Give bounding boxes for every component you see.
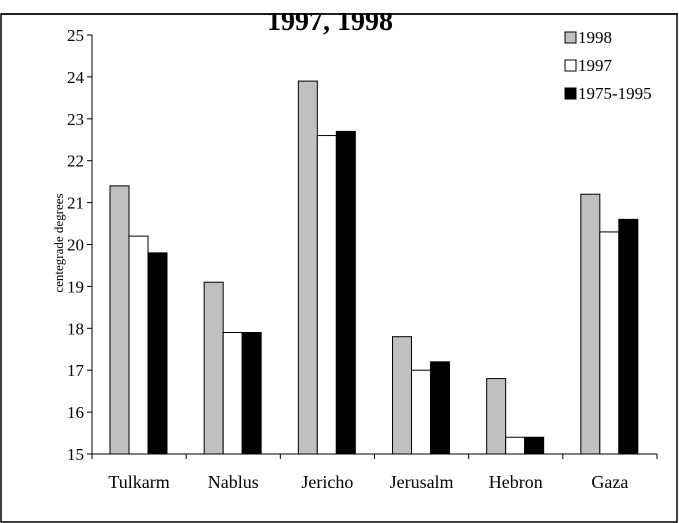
bar-hebron-1975-1995 — [524, 436, 545, 455]
bar-nablus-1998 — [203, 281, 224, 455]
axes: 15 16 17 18 19 20 21 22 23 24 25 — [67, 26, 658, 464]
bar-tulkarm-1998 — [109, 185, 130, 455]
legend-swatch — [564, 87, 577, 100]
bar-gaza-1997 — [599, 231, 620, 455]
bar-nablus-1975-1995 — [241, 331, 262, 455]
legend-swatch — [564, 31, 577, 44]
bar-jericho-1998 — [297, 80, 318, 455]
bar-hebron-1997 — [505, 436, 526, 455]
legend-label: 1975-1995 — [578, 84, 652, 103]
x-tick-label: Nablus — [208, 472, 259, 492]
y-axis-label: centegrade degrees — [51, 193, 66, 292]
x-tick-label: Tulkarm — [108, 472, 169, 492]
legend: 1998 1997 1975-1995 — [564, 28, 652, 103]
y-tick-label: 18 — [67, 319, 84, 338]
bar-jericho-1997 — [316, 135, 337, 455]
y-tick-label: 16 — [67, 403, 84, 422]
legend-label: 1998 — [578, 28, 612, 47]
bar-jerusalm-1998 — [392, 336, 412, 455]
bar-jerusalm-1975-1995 — [430, 361, 450, 455]
bar-gaza-1975-1995 — [618, 218, 639, 455]
bar-jerusalm-1997 — [411, 369, 431, 455]
y-tick-label: 15 — [67, 445, 84, 464]
y-tick-label: 22 — [67, 152, 84, 171]
x-tick-labels: Tulkarm Nablus Jericho Jerusalm Hebron Gaza — [108, 472, 628, 492]
legend-label: 1997 — [578, 56, 613, 75]
bar-hebron-1998 — [486, 378, 507, 455]
bar-gaza-1998 — [580, 193, 601, 455]
bar-tulkarm-1997 — [128, 235, 149, 455]
y-tick-label: 19 — [67, 277, 84, 296]
bars — [109, 80, 639, 455]
title-cover — [0, 0, 679, 13]
y-tick-label: 25 — [67, 26, 84, 45]
x-tick-label: Gaza — [591, 472, 628, 492]
y-tick-label: 21 — [67, 194, 84, 213]
x-tick-label: Jericho — [301, 472, 353, 492]
x-tick-label: Jerusalm — [390, 472, 454, 492]
legend-swatch — [564, 59, 577, 72]
y-tick-label: 17 — [67, 361, 85, 380]
bar-jericho-1975-1995 — [335, 130, 356, 455]
bar-nablus-1997 — [222, 331, 243, 455]
y-tick-label: 20 — [67, 236, 84, 255]
x-tick-label: Hebron — [489, 472, 543, 492]
y-tick-label: 24 — [67, 68, 85, 87]
y-tick-label: 23 — [67, 110, 84, 129]
bar-tulkarm-1975-1995 — [147, 252, 168, 455]
